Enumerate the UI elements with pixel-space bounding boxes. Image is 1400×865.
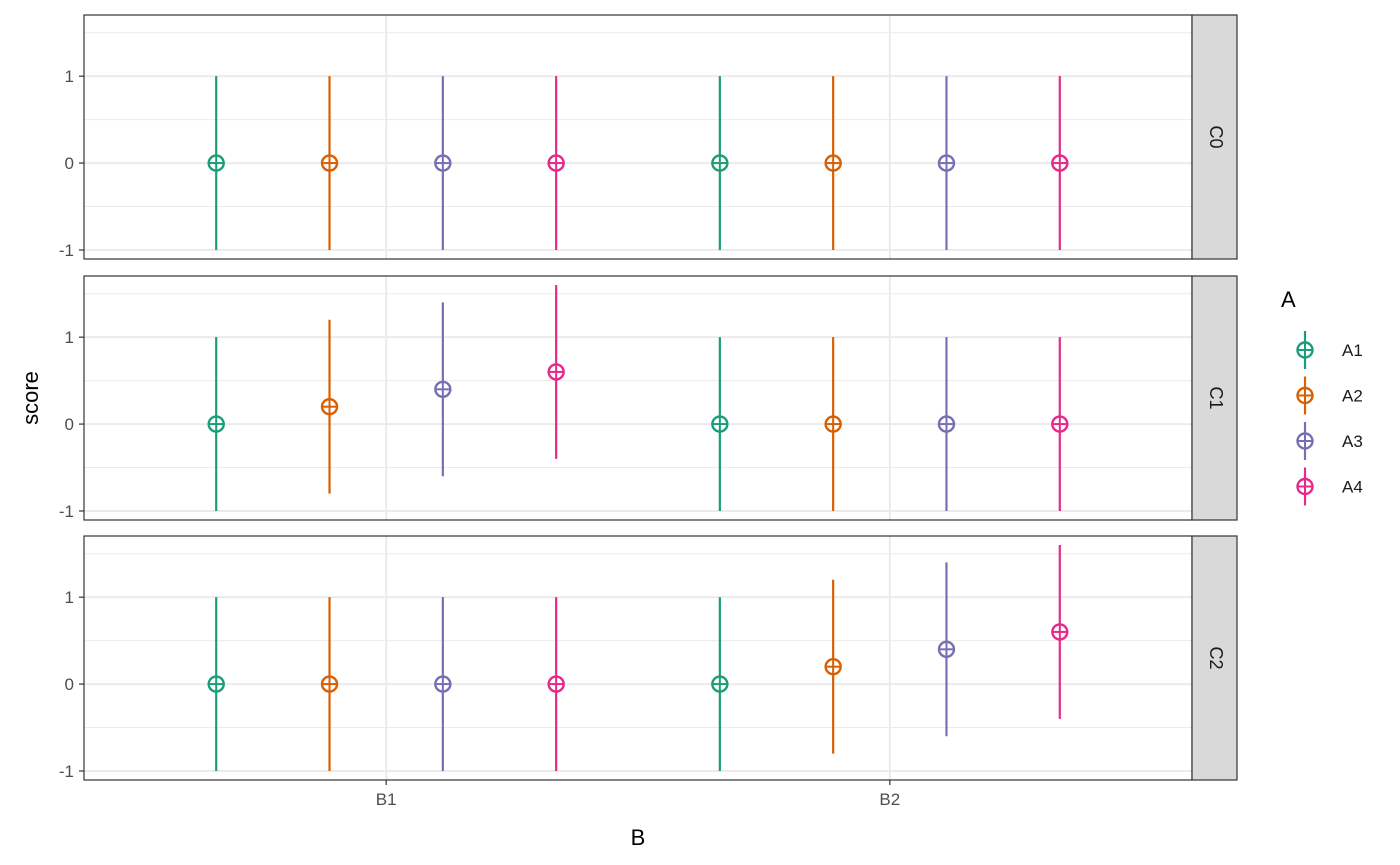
point-A4-B2: [1051, 154, 1069, 172]
point-A1-B2: [711, 415, 729, 433]
x-axis-title: B: [631, 825, 646, 850]
x-tick-label: B2: [879, 790, 900, 809]
point-A3-B2: [937, 154, 956, 172]
point-A2-B1: [320, 154, 339, 172]
facet-panels: -1 0 1 C0 -1 0 1 C1 -1 0 1 C2: [59, 14, 1238, 781]
legend-item-A4: A4: [1296, 467, 1363, 506]
y-tick-label: 1: [65, 67, 74, 86]
point-A4-B1: [547, 363, 565, 381]
legend-label: A3: [1342, 432, 1363, 451]
y-tick-label: 1: [65, 588, 74, 607]
legend-title: A: [1281, 287, 1296, 312]
legend-label: A2: [1342, 387, 1363, 406]
legend-items: A1 A2 A3 A4: [1296, 331, 1363, 506]
facet-strip-C1: [1191, 275, 1238, 521]
point-A1-B2: [711, 675, 729, 693]
point-A4-B1: [547, 675, 565, 693]
y-tick-label: -1: [59, 762, 74, 781]
point-A4-B2: [1051, 415, 1069, 433]
legend-key-point: [1296, 477, 1314, 496]
legend-label: A1: [1342, 341, 1363, 360]
point-A4-B1: [547, 154, 565, 172]
point-A3-B1: [434, 380, 452, 399]
x-tick-label: B1: [376, 790, 397, 809]
facet-strip-C0: [1191, 14, 1238, 260]
legend-key-point: [1296, 341, 1314, 359]
point-A2-B2: [824, 657, 842, 676]
y-tick-label: 0: [65, 415, 74, 434]
panel-background: [84, 15, 1192, 259]
legend-key-point: [1296, 386, 1314, 405]
y-tick-label: -1: [59, 241, 74, 260]
point-A1-B2: [711, 154, 729, 172]
legend-label: A4: [1342, 478, 1363, 497]
point-A2-B2: [824, 415, 842, 433]
legend-item-A1: A1: [1296, 331, 1363, 369]
facet-strip-C2: [1191, 535, 1238, 781]
point-A3-B2: [937, 415, 956, 433]
point-A2-B1: [320, 675, 339, 693]
point-A3-B2: [937, 640, 956, 659]
point-A3-B1: [434, 675, 452, 693]
facet-strip-label: C2: [1206, 646, 1226, 669]
panel-background: [84, 276, 1192, 520]
legend-item-A3: A3: [1296, 422, 1363, 460]
legend: A A1 A2 A3 A4: [1281, 287, 1363, 506]
facet-strip-label: C1: [1206, 386, 1226, 409]
panel-background: [84, 536, 1192, 780]
point-A2-B1: [320, 397, 339, 416]
y-tick-label: 0: [65, 675, 74, 694]
point-A3-B1: [434, 154, 452, 172]
x-axis: B1 B2: [376, 780, 900, 809]
facet-panel-C1: -1 0 1 C1: [59, 275, 1238, 521]
y-tick-label: 0: [65, 154, 74, 173]
y-tick-label: -1: [59, 502, 74, 521]
point-A1-B1: [207, 675, 225, 693]
y-tick-label: 1: [65, 328, 74, 347]
point-A4-B2: [1051, 623, 1069, 641]
facet-panel-C0: -1 0 1 C0: [59, 14, 1238, 260]
legend-item-A2: A2: [1296, 376, 1363, 415]
point-A1-B1: [207, 415, 225, 433]
point-A1-B1: [207, 154, 225, 172]
facet-panel-C2: -1 0 1 C2: [59, 535, 1238, 781]
y-axis-title: score: [18, 371, 43, 425]
legend-key-point: [1296, 432, 1314, 450]
facet-strip-label: C0: [1206, 125, 1226, 148]
point-A2-B2: [824, 154, 842, 172]
